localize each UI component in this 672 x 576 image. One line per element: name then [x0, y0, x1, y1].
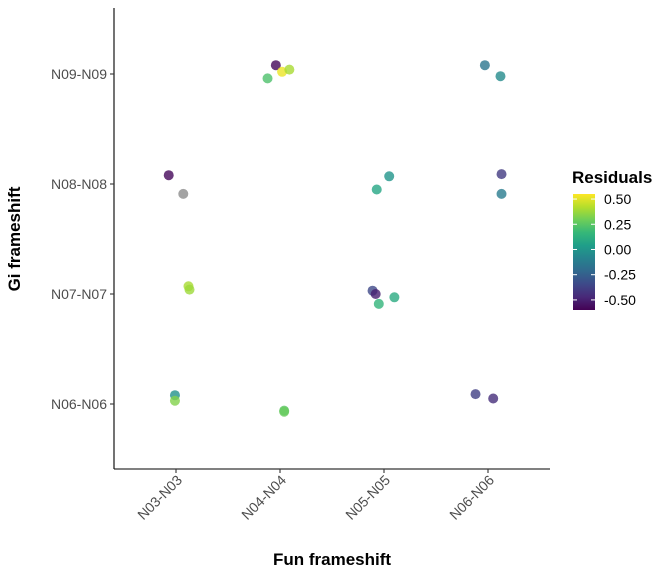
data-point: [496, 188, 507, 199]
data-point: [384, 171, 395, 182]
y-tick-label: N09-N09: [51, 66, 107, 82]
data-point: [262, 73, 273, 84]
data-point: [373, 298, 384, 309]
data-points: [163, 60, 507, 417]
data-point: [270, 60, 281, 71]
y-axis-title: Gi frameshift: [5, 186, 24, 291]
x-axis-title: Fun frameshift: [273, 550, 391, 569]
axes: N06-N06 N07-N07 N08-N08 N09-N09 N03-N03 N04-N…: [5, 8, 550, 569]
colorbar: [573, 194, 595, 310]
y-tick-label: N08-N08: [51, 176, 107, 192]
data-point: [184, 284, 195, 295]
data-point: [371, 184, 382, 195]
data-point: [163, 170, 174, 181]
y-tick-label: N07-N07: [51, 286, 107, 302]
data-point: [495, 71, 506, 82]
data-point: [370, 289, 381, 299]
legend-tick-label: 0.25: [604, 216, 631, 232]
data-point: [169, 395, 180, 406]
x-tick-label: N06-N06: [446, 472, 497, 523]
y-tick-label: N06-N06: [51, 396, 107, 412]
x-tick-label: N03-N03: [134, 472, 185, 523]
legend-title: Residuals: [572, 168, 652, 187]
x-tick-label: N04-N04: [238, 472, 289, 523]
legend-tick-label: 0.00: [604, 241, 631, 257]
legend-tick-label: -0.25: [604, 267, 636, 283]
data-point: [479, 60, 490, 71]
legend: Residuals 0.50 0.25 0.00 -0.25 -0.50: [572, 168, 652, 310]
data-point: [470, 389, 481, 400]
data-point: [284, 64, 295, 75]
x-tick-label: N05-N05: [342, 472, 393, 523]
data-point: [178, 188, 189, 199]
legend-tick-label: 0.50: [604, 191, 631, 207]
legend-tick-label: -0.50: [604, 292, 636, 308]
data-point: [496, 169, 507, 180]
data-point: [488, 393, 499, 404]
data-point: [389, 292, 400, 303]
data-point: [279, 406, 290, 417]
